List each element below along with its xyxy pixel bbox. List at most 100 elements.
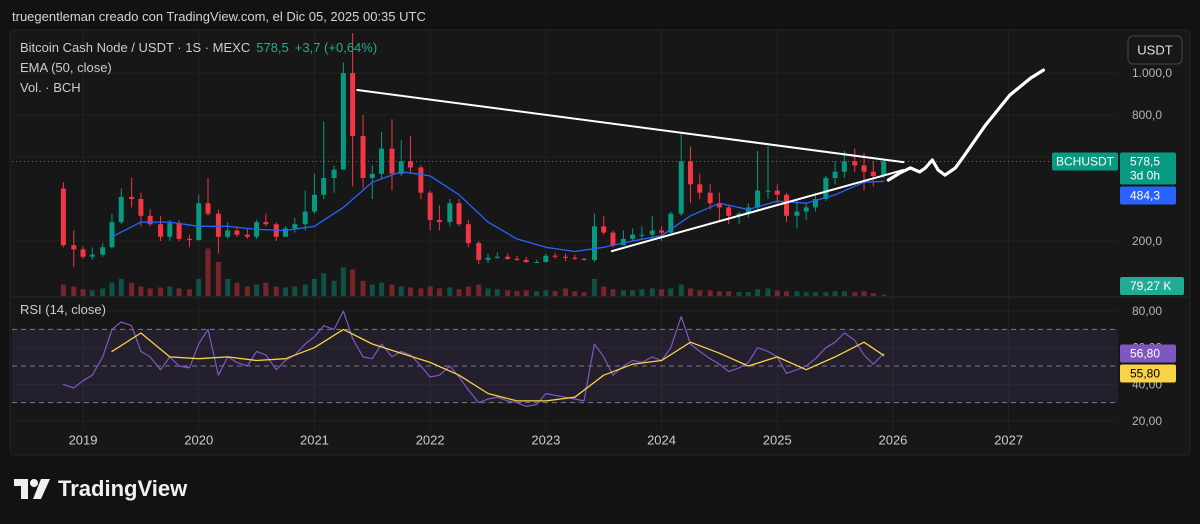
trendline	[610, 169, 905, 253]
volume-bar	[552, 291, 558, 296]
volume-bar	[697, 290, 703, 296]
volume-bar	[427, 286, 433, 296]
candle-body	[794, 211, 800, 216]
currency-label[interactable]: USDT	[1137, 43, 1172, 58]
volume-bar	[196, 278, 202, 296]
volume-bar	[138, 286, 144, 296]
volume-legend[interactable]: Vol. · BCH	[20, 80, 81, 95]
volume-bar	[407, 287, 413, 296]
candle-body	[176, 223, 182, 239]
volume-bar	[360, 280, 366, 296]
volume-bar	[418, 288, 424, 296]
symbol-tag: BCHUSDT	[1056, 155, 1115, 169]
candle-body	[283, 228, 289, 237]
y-tick-label: 1.000,0	[1132, 66, 1172, 80]
x-tick-label: 2024	[647, 433, 676, 448]
volume-bar	[745, 292, 751, 296]
rsi-line	[62, 310, 885, 407]
candle-body	[523, 259, 529, 262]
candle-body	[225, 230, 231, 237]
volume-bar	[447, 287, 453, 296]
volume-bar	[812, 292, 818, 296]
volume-bar	[340, 267, 346, 296]
candle-body	[687, 161, 693, 185]
volume-bar	[302, 284, 308, 296]
volume-bar	[476, 284, 482, 296]
volume-bar	[572, 291, 578, 296]
volume-bar	[881, 294, 887, 296]
volume-bar	[678, 284, 684, 296]
price-pane	[12, 30, 1118, 296]
candle-body	[610, 232, 616, 246]
candle-body	[369, 173, 375, 179]
volume-bar	[60, 284, 66, 296]
volume-bar	[630, 290, 636, 296]
volume-bar	[716, 291, 722, 296]
symbol-tag-box	[1052, 152, 1118, 171]
volume-bar	[832, 291, 838, 296]
volume-bar	[398, 286, 404, 296]
candle-body	[572, 257, 578, 259]
volume-bar	[784, 291, 790, 296]
candle-body	[476, 243, 482, 260]
volume-bar	[514, 291, 520, 296]
candle-body	[109, 222, 115, 248]
candle-body	[812, 199, 818, 208]
volume-bar	[870, 293, 876, 296]
candle-body	[620, 238, 626, 246]
volume-bar	[726, 291, 732, 296]
price-change: +3,7 (+0,64%)	[294, 40, 378, 55]
x-tick-label: 2022	[416, 433, 445, 448]
candle-body	[263, 222, 269, 225]
attribution: truegentleman creado con TradingView.com…	[12, 9, 426, 24]
candle-body	[340, 73, 346, 170]
volume-value-label: 79,27 K	[1130, 279, 1171, 293]
volume-bar	[639, 289, 645, 296]
ema-legend[interactable]: EMA (50, close)	[20, 60, 112, 75]
volume-bar	[465, 286, 471, 296]
candle-body	[649, 230, 655, 235]
candle-body	[302, 211, 308, 225]
symbol[interactable]: Bitcoin Cash Node / USDT · 1S · MEXC	[20, 40, 251, 55]
axes: 2019 2020 2021 2022 2023 2024 2025 2026 2027 200,…	[69, 66, 1184, 448]
rsi-value-box	[1120, 344, 1176, 363]
volume-bar	[283, 287, 289, 296]
volume-bar	[861, 291, 867, 296]
volume-bar	[736, 292, 742, 296]
brand-name: TradingView	[58, 476, 188, 501]
volume-bar	[852, 292, 858, 296]
rsi-legend[interactable]: RSI (14, close)	[20, 302, 106, 317]
volume-bar	[543, 290, 549, 296]
volume-bar	[841, 291, 847, 296]
ema-value-label: 484,3	[1130, 189, 1160, 203]
candle-body	[668, 213, 674, 233]
volume-bar	[273, 286, 279, 296]
candle-body	[321, 178, 327, 195]
volume-bar	[379, 282, 385, 296]
volume-bar	[263, 282, 269, 296]
candle-body	[196, 203, 202, 240]
candle-body	[601, 226, 607, 233]
candle-body	[292, 224, 298, 229]
candle-body	[100, 247, 106, 255]
volume-bar	[803, 292, 809, 296]
candle-body	[234, 230, 240, 235]
volume-bar	[456, 289, 462, 296]
volume-bar	[581, 292, 587, 296]
chart-panel	[9, 29, 1191, 456]
rsi-tick-label: 80,00	[1132, 304, 1162, 318]
candle-body	[311, 194, 317, 212]
volume-bar	[71, 286, 77, 296]
volume-bar	[205, 248, 211, 296]
candle-body	[803, 207, 809, 212]
candle-body	[707, 192, 713, 204]
volume-bar	[311, 278, 317, 296]
candle-body	[505, 256, 511, 259]
volume-bar	[234, 282, 240, 296]
rsi-ma-value-box	[1120, 364, 1176, 383]
candle-body	[427, 192, 433, 220]
currency-button[interactable]	[1127, 35, 1183, 65]
brand-icon	[14, 479, 50, 499]
volume-bar	[668, 288, 674, 296]
